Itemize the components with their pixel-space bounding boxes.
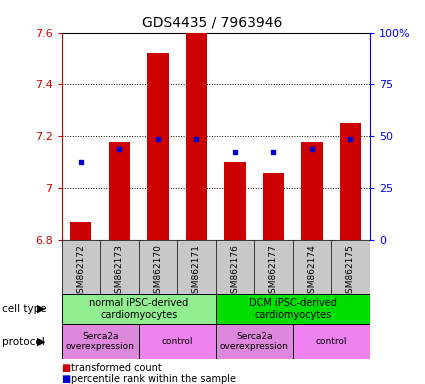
Bar	[139, 324, 215, 359]
Bar	[62, 324, 139, 359]
Bar	[215, 294, 370, 324]
Text: GSM862172: GSM862172	[76, 244, 85, 299]
Bar	[62, 294, 215, 324]
Text: percentile rank within the sample: percentile rank within the sample	[71, 374, 236, 384]
Text: control: control	[315, 337, 347, 346]
Text: protocol: protocol	[2, 337, 45, 347]
Text: ■: ■	[62, 363, 71, 373]
Bar	[263, 173, 284, 240]
Text: DCM iPSC-derived
cardiomyocytes: DCM iPSC-derived cardiomyocytes	[249, 298, 337, 320]
Bar	[70, 222, 91, 240]
Bar	[340, 123, 361, 240]
Text: control: control	[162, 337, 193, 346]
Text: cell type: cell type	[2, 304, 47, 314]
Text: GSM862175: GSM862175	[346, 244, 355, 299]
Text: ■: ■	[62, 374, 71, 384]
Text: Serca2a
overexpression: Serca2a overexpression	[220, 332, 289, 351]
Bar	[186, 33, 207, 240]
Text: GSM862174: GSM862174	[307, 244, 317, 299]
Text: normal iPSC-derived
cardiomyocytes: normal iPSC-derived cardiomyocytes	[89, 298, 188, 320]
Text: GSM862173: GSM862173	[115, 244, 124, 299]
Text: GSM862177: GSM862177	[269, 244, 278, 299]
Bar	[109, 142, 130, 240]
Text: GSM862176: GSM862176	[230, 244, 239, 299]
Text: ▶: ▶	[37, 304, 46, 314]
Bar	[224, 162, 246, 240]
Text: ▶: ▶	[37, 337, 46, 347]
Bar	[147, 53, 168, 240]
Bar	[215, 324, 293, 359]
Text: transformed count: transformed count	[71, 363, 162, 373]
Text: GSM862171: GSM862171	[192, 244, 201, 299]
Text: GSM862170: GSM862170	[153, 244, 162, 299]
Bar	[301, 142, 323, 240]
Text: GDS4435 / 7963946: GDS4435 / 7963946	[142, 15, 283, 29]
Text: Serca2a
overexpression: Serca2a overexpression	[66, 332, 135, 351]
Bar	[293, 324, 370, 359]
